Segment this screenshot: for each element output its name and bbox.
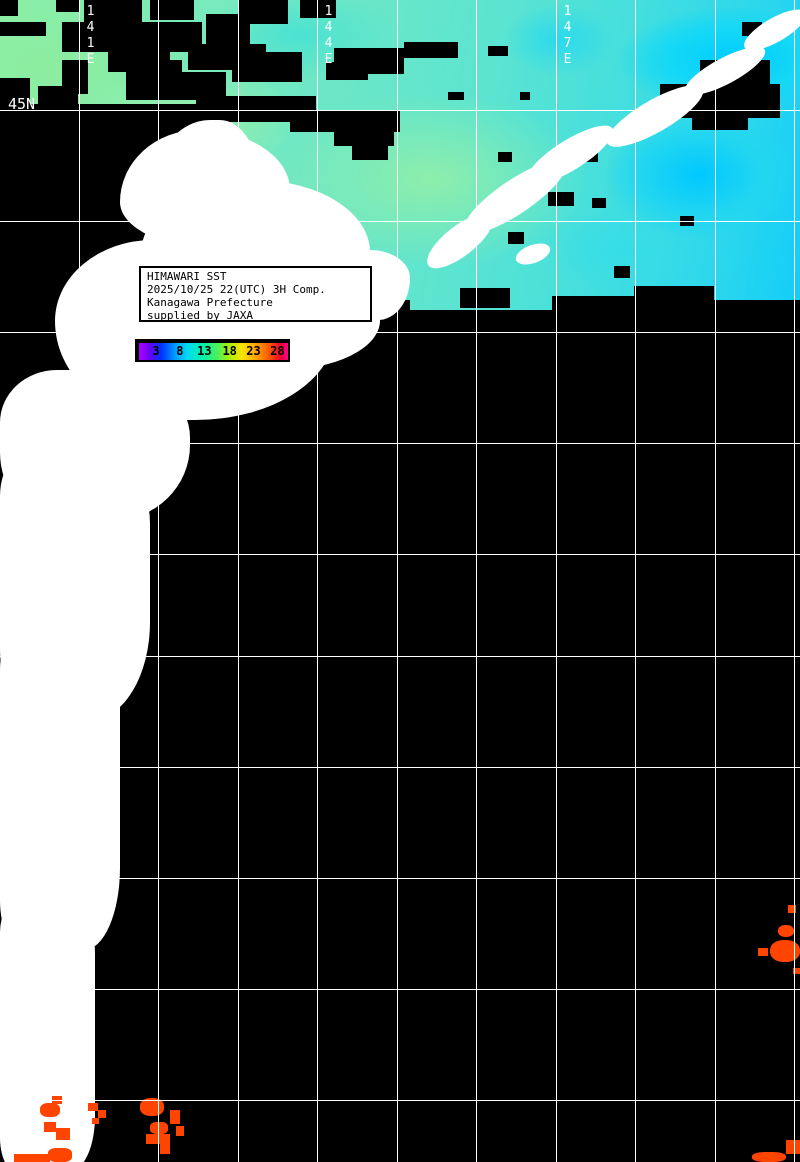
warm-anomaly-patch	[56, 1128, 70, 1140]
land-island-small	[4, 925, 28, 941]
colorbar-tick: 28	[270, 344, 285, 358]
sst-raster-field	[0, 0, 800, 332]
colorbar-tick: 23	[246, 344, 261, 358]
warm-anomaly-patch	[778, 925, 794, 937]
gridline-longitude	[715, 0, 716, 1162]
gridline-longitude	[317, 0, 318, 1162]
warm-anomaly-patch	[40, 1103, 60, 1117]
warm-anomaly-patch	[88, 1103, 98, 1111]
gridline-latitude	[0, 656, 800, 657]
gridline-latitude	[0, 989, 800, 990]
land-honshu-north	[0, 440, 150, 720]
lon-label-141e: 141E	[83, 4, 98, 68]
gridline-longitude	[158, 0, 159, 1162]
gridline-longitude	[397, 0, 398, 1162]
warm-anomaly-patch	[786, 1140, 800, 1154]
product-info-box: HIMAWARI SST 2025/10/25 22(UTC) 3H Comp.…	[139, 266, 372, 322]
gridline-latitude	[0, 110, 800, 111]
warm-anomaly-patch	[752, 1152, 786, 1162]
gridline-longitude	[238, 0, 239, 1162]
product-timestamp: 2025/10/25 22(UTC) 3H Comp.	[147, 283, 326, 296]
warm-anomaly-patch	[170, 1110, 180, 1124]
gridline-latitude	[0, 221, 800, 222]
product-title: HIMAWARI SST	[147, 270, 227, 283]
gridline-longitude	[794, 0, 795, 1162]
gridline-longitude	[556, 0, 557, 1162]
warm-anomaly-patch	[758, 948, 768, 956]
gridline-longitude	[79, 0, 80, 1162]
gridline-latitude	[0, 878, 800, 879]
warm-anomaly-patch	[176, 1126, 184, 1136]
lon-label-147e: 147E	[560, 4, 575, 68]
warm-anomaly-patch	[14, 1154, 50, 1162]
land-honshu-south	[0, 900, 95, 1162]
gridline-latitude	[0, 554, 800, 555]
colorbar-gradient	[139, 343, 288, 360]
lon-label-144e: 144E	[321, 4, 336, 68]
warm-anomaly-patch	[48, 1148, 72, 1162]
warm-anomaly-patch	[44, 1122, 56, 1132]
land-island-small	[28, 490, 50, 508]
lat-label-45n: 45N	[8, 95, 36, 113]
warm-anomaly-patch	[150, 1122, 168, 1134]
colorbar-tick-labels: 3 8 13 18 23 28	[139, 343, 288, 360]
gridline-latitude	[0, 443, 800, 444]
gridline-latitude	[0, 332, 800, 333]
sst-colorbar: 3 8 13 18 23 28	[135, 339, 290, 362]
colorbar-tick: 18	[222, 344, 237, 358]
nodata-region-south	[0, 332, 800, 1162]
gridline-longitude	[635, 0, 636, 1162]
colorbar-tick: 3	[152, 344, 160, 358]
gridline-latitude	[0, 767, 800, 768]
gridline-latitude	[0, 1100, 800, 1101]
warm-anomaly-patch	[92, 1118, 99, 1124]
gridline-longitude	[476, 0, 477, 1162]
land-oshima-peninsula	[0, 370, 190, 520]
warm-anomaly-patch	[98, 1110, 106, 1118]
warm-anomaly-patch	[160, 1144, 170, 1154]
product-credit: supplied by JAXA	[147, 309, 253, 322]
colorbar-tick: 8	[176, 344, 184, 358]
land-honshu	[0, 620, 120, 950]
colorbar-tick: 13	[197, 344, 212, 358]
land-island-small	[56, 590, 74, 606]
warm-anomaly-patch	[770, 940, 800, 962]
product-region: Kanagawa Prefecture	[147, 296, 273, 309]
